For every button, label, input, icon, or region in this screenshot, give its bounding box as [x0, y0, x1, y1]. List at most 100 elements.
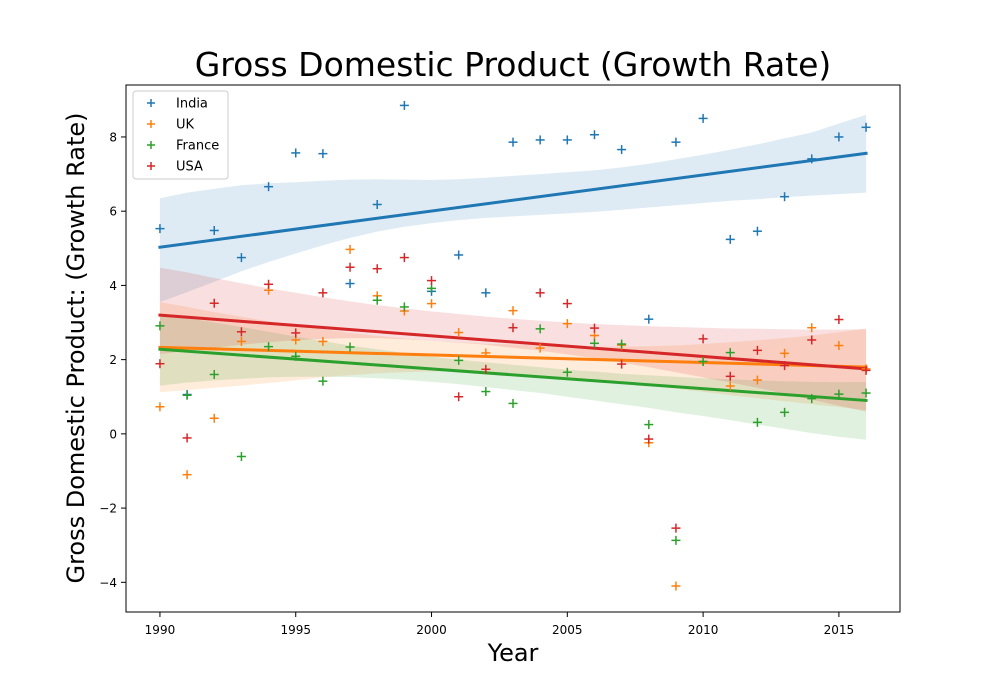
- usa-data-point: [291, 328, 301, 338]
- india-data-point: [617, 145, 627, 155]
- uk-data-point: [182, 470, 192, 480]
- usa-data-point: [508, 323, 518, 333]
- legend-item-uk: UK: [147, 118, 195, 133]
- legend-marker: [147, 162, 155, 170]
- france-data-point: [454, 355, 464, 365]
- uk-data-point: [671, 581, 681, 591]
- india-data-point: [752, 226, 762, 236]
- india-data-point: [671, 137, 681, 147]
- usa-trend-line: [158, 313, 868, 371]
- usa-data-point: [209, 298, 219, 308]
- legend-item-usa: USA: [147, 160, 203, 175]
- legend-label: UK: [176, 118, 195, 133]
- india-data-point: [861, 122, 871, 132]
- y-tick-label: 4: [109, 279, 117, 293]
- france-confidence-band: [159, 313, 867, 440]
- y-tick-label: −4: [99, 576, 117, 590]
- france-data-point: [481, 387, 491, 397]
- france-data-point: [345, 342, 355, 352]
- x-tick-label: 2010: [688, 623, 719, 637]
- india-data-point: [834, 132, 844, 142]
- india-data-point: [508, 137, 518, 147]
- usa-data-point: [155, 359, 165, 369]
- usa-confidence-band: [159, 267, 867, 412]
- france-data-point: [807, 394, 817, 404]
- usa-data-point: [372, 264, 382, 274]
- uk-data-point: [427, 299, 437, 309]
- france-data-point: [236, 451, 246, 461]
- y-tick-label: −2: [99, 502, 117, 516]
- france-data-point: [318, 376, 328, 386]
- india-data-point: [264, 182, 274, 192]
- uk-data-point: [236, 336, 246, 346]
- india-data-point: [562, 135, 572, 145]
- uk-data-point: [318, 336, 328, 346]
- usa-data-point: [535, 288, 545, 298]
- usa-data-point: [454, 392, 464, 402]
- usa-data-point: [318, 288, 328, 298]
- usa-data-point: [834, 315, 844, 325]
- france-data-point: [508, 398, 518, 408]
- france-data-point: [399, 302, 409, 312]
- usa-data-point: [236, 327, 246, 337]
- usa-data-point: [589, 323, 599, 333]
- india-confidence-band: [159, 114, 867, 303]
- uk-data-point: [834, 341, 844, 351]
- india-data-point: [399, 100, 409, 110]
- india-data-point: [589, 130, 599, 140]
- x-tick-label: 1995: [280, 623, 311, 637]
- usa-data-point: [807, 335, 817, 345]
- france-data-point: [617, 339, 627, 349]
- x-tick-label: 2015: [824, 623, 855, 637]
- uk-trend-line: [158, 345, 868, 369]
- france-data-point: [861, 388, 871, 398]
- france-data-point: [372, 295, 382, 305]
- usa-data-point: [780, 361, 790, 371]
- france-data-point: [644, 420, 654, 430]
- uk-data-point: [454, 328, 464, 338]
- usa-data-point: [562, 299, 572, 309]
- legend-label: France: [176, 139, 219, 154]
- france-trend-line: [158, 347, 868, 403]
- usa-data-point: [671, 523, 681, 533]
- legend-marker: [147, 99, 155, 107]
- india-data-point: [291, 148, 301, 158]
- legend-label: India: [176, 97, 208, 112]
- india-data-point: [725, 234, 735, 244]
- y-tick-label: 2: [109, 353, 117, 367]
- uk-data-point: [807, 323, 817, 333]
- x-tick-label: 1990: [145, 623, 176, 637]
- france-data-point: [725, 348, 735, 358]
- confidence-bands: [159, 114, 867, 440]
- uk-data-point: [481, 348, 491, 358]
- france-data-point: [209, 369, 219, 379]
- india-data-point: [780, 192, 790, 202]
- uk-data-point: [209, 413, 219, 423]
- usa-data-point: [617, 359, 627, 369]
- india-data-point: [236, 253, 246, 263]
- usa-data-point: [399, 253, 409, 263]
- chart-title: Gross Domestic Product (Growth Rate): [195, 45, 832, 84]
- france-data-point: [780, 407, 790, 417]
- india-data-point: [454, 250, 464, 260]
- x-tick-label: 2005: [552, 623, 583, 637]
- data-points: [155, 100, 871, 591]
- trend-lines: [158, 151, 868, 403]
- y-tick-label: 6: [109, 205, 117, 219]
- france-data-point: [535, 324, 545, 334]
- legend-marker: [147, 141, 155, 149]
- usa-data-point: [481, 364, 491, 374]
- uk-data-point: [780, 348, 790, 358]
- india-data-point: [698, 113, 708, 123]
- x-tick-label: 2000: [416, 623, 447, 637]
- axes-frame: [125, 84, 901, 613]
- legend-item-india: India: [147, 97, 208, 112]
- uk-data-point: [725, 381, 735, 391]
- india-data-point: [535, 135, 545, 145]
- france-data-point: [834, 389, 844, 399]
- usa-data-point: [264, 279, 274, 289]
- legend: India UK France USA: [132, 90, 229, 180]
- india-data-point: [155, 224, 165, 234]
